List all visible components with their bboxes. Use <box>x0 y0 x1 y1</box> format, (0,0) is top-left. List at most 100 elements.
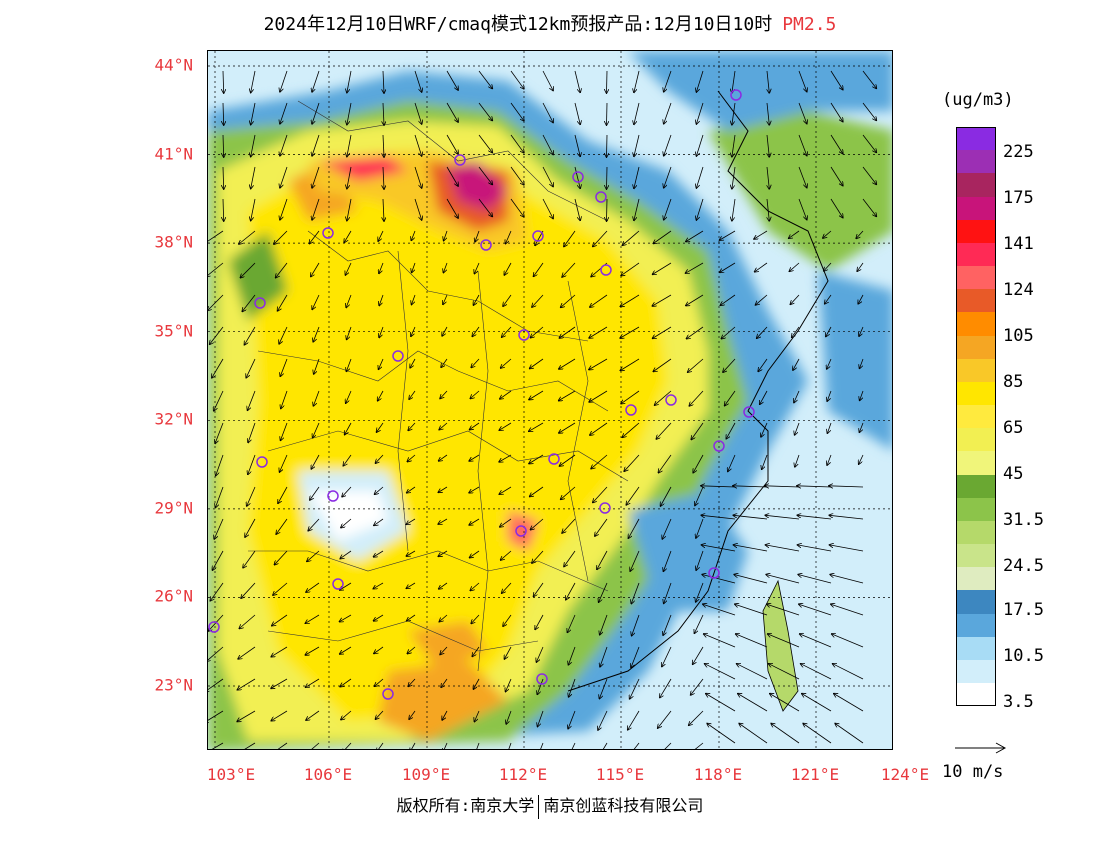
wind-arrow <box>693 646 704 664</box>
wind-arrow <box>630 550 640 571</box>
wind-arrow <box>529 454 544 464</box>
wind-arrow <box>664 134 672 156</box>
wind-arrow <box>634 102 640 124</box>
pollutant-name: PM2.5 <box>782 14 837 35</box>
wind-arrow <box>343 454 352 466</box>
wind-arrow <box>628 710 640 730</box>
wind-arrow <box>664 742 672 749</box>
wind-arrow <box>767 102 769 125</box>
wind-arrow <box>564 230 576 247</box>
lat-grid <box>208 65 892 687</box>
wind-arrow <box>406 550 416 556</box>
wind-arrow <box>443 262 448 273</box>
wind-arrow <box>689 390 704 406</box>
wind-arrow <box>755 262 768 272</box>
map-title: 2024年12月10日WRF/cmaq模式12km预报产品:12月10日10时 P… <box>0 10 1100 36</box>
wind-arrow <box>688 358 704 372</box>
wind-arrow <box>754 230 768 239</box>
wind-arrow <box>312 102 320 124</box>
wind-arrow <box>346 390 352 403</box>
wind-arrow <box>474 262 480 274</box>
wind-arrow <box>607 166 608 189</box>
wind-arrow <box>532 550 544 563</box>
wind-arrow <box>760 390 768 404</box>
wind-arrow <box>694 614 704 633</box>
legend-swatch <box>956 150 996 174</box>
wind-arrow <box>251 198 256 221</box>
lon-label-103: 103°E <box>206 765 256 784</box>
wind-arrow <box>830 166 843 186</box>
wind-arrow <box>706 694 736 712</box>
wind-arrow <box>443 294 448 304</box>
wind-arrow <box>660 678 672 698</box>
wind-arrow <box>504 646 512 659</box>
wind-arrow <box>473 294 480 305</box>
wind-arrow <box>766 575 800 584</box>
legend-label-10-5: 10.5 <box>1003 646 1044 666</box>
wind-arrow <box>798 134 807 156</box>
wind-arrow <box>281 422 288 440</box>
wind-arrow <box>566 582 576 600</box>
wind-arrow <box>862 102 876 120</box>
wind-arrow <box>272 614 288 626</box>
wind-arrow <box>278 294 288 311</box>
wind-arrow <box>798 198 807 220</box>
wind-arrow <box>767 70 769 93</box>
wind-arrow <box>241 582 256 598</box>
wind-arrow <box>702 575 736 584</box>
legend-swatch <box>956 127 996 151</box>
wind-arrow <box>630 678 640 699</box>
wind-arrow <box>737 664 768 680</box>
wind-arrow <box>561 294 576 307</box>
wind-arrow <box>280 166 288 188</box>
wind-arrow <box>602 742 608 749</box>
wind-arrow <box>542 70 553 91</box>
legend-swatch <box>956 242 996 267</box>
wind-arrow <box>248 390 256 410</box>
wind-arrow <box>830 134 843 154</box>
wind-arrow <box>600 614 608 635</box>
wind-arrow <box>798 545 832 552</box>
wind-arrow <box>223 102 224 125</box>
concentration-field <box>208 51 892 749</box>
wind-arrow <box>248 454 256 474</box>
wind-arrow <box>767 134 769 157</box>
legend-swatch <box>956 173 996 197</box>
wind-arrow <box>542 102 553 123</box>
wind-arrow <box>792 326 800 337</box>
wind-arrow <box>701 515 736 520</box>
wind-arrow <box>305 646 320 655</box>
wind-arrow <box>409 390 416 399</box>
legend-swatch <box>956 520 996 545</box>
wind-arrow <box>212 358 224 378</box>
wind-arrow <box>771 724 800 744</box>
wind-arrow <box>860 358 864 368</box>
wind-arrow <box>529 390 544 400</box>
wind-arrow <box>631 646 640 668</box>
wind-arrow <box>590 294 608 307</box>
wind-arrow <box>446 198 458 218</box>
wind-arrow <box>686 262 704 273</box>
wind-arrow <box>472 326 480 336</box>
wind-arrow <box>470 582 480 591</box>
wind-arrow <box>442 326 448 336</box>
lat-label-23: 23°N <box>154 675 193 695</box>
wind-arrow <box>346 358 352 371</box>
wind-arrow <box>237 710 256 722</box>
wind-arrow <box>223 70 224 93</box>
wind-arrow <box>223 134 224 157</box>
wind-arrow <box>542 198 553 219</box>
wind-arrow <box>414 198 422 220</box>
legend-swatch <box>956 497 996 521</box>
wind-arrow <box>239 614 256 629</box>
wind-arrow <box>251 102 256 125</box>
wind-arrow <box>208 710 224 723</box>
wind-arrow <box>237 678 256 690</box>
wind-arrow <box>765 515 800 520</box>
wind-arrow <box>600 646 608 667</box>
wind-arrow <box>795 454 800 467</box>
legend-label-31-5: 31.5 <box>1003 510 1044 530</box>
wind-arrow <box>276 262 288 278</box>
wind-arrow <box>824 262 832 271</box>
wind-arrow <box>346 294 352 307</box>
